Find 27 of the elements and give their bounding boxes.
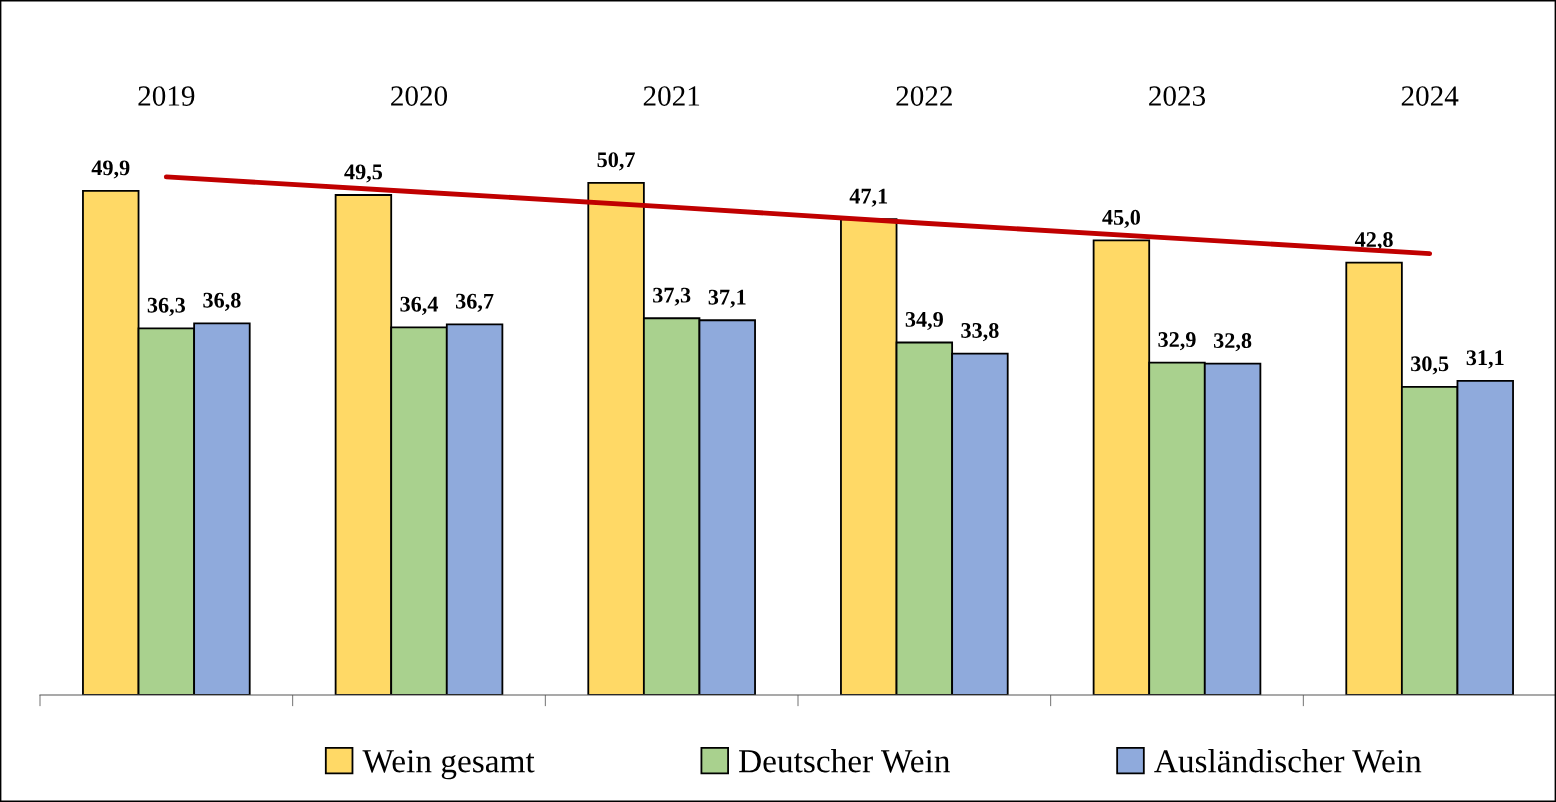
data-label: 47,1 [849, 188, 888, 207]
legend-label: Ausländischer Wein [1154, 749, 1422, 773]
x-tick-label: 2024 [1401, 86, 1459, 106]
x-tick-label: 2021 [643, 86, 700, 106]
x-tick-label: 2019 [138, 86, 195, 106]
data-label: 36,4 [400, 296, 439, 315]
x-tick-label: 2023 [1149, 86, 1206, 106]
data-label: 49,9 [91, 160, 130, 179]
data-label: 49,5 [344, 164, 383, 183]
legend-label: Deutscher Wein [739, 749, 950, 773]
data-label: 37,3 [653, 287, 691, 306]
data-label: 37,1 [708, 289, 746, 308]
data-label: 45,0 [1102, 209, 1141, 229]
legend-label: Wein gesamt [362, 750, 535, 780]
data-label: 34,9 [905, 311, 943, 331]
data-label: 30,5 [1411, 356, 1449, 375]
data-label: 42,8 [1354, 232, 1393, 251]
data-label: 31,1 [1466, 350, 1504, 369]
data-label: 36,7 [455, 293, 494, 312]
data-label: 32,8 [1213, 333, 1252, 352]
data-label: 33,8 [961, 322, 999, 342]
data-label: 32,9 [1158, 332, 1196, 351]
data-label: 36,3 [147, 297, 186, 316]
x-tick-label: 2022 [896, 86, 952, 106]
x-tick-label: 2020 [391, 86, 448, 106]
data-label: 36,8 [203, 292, 241, 311]
data-label: 50,7 [597, 152, 635, 171]
